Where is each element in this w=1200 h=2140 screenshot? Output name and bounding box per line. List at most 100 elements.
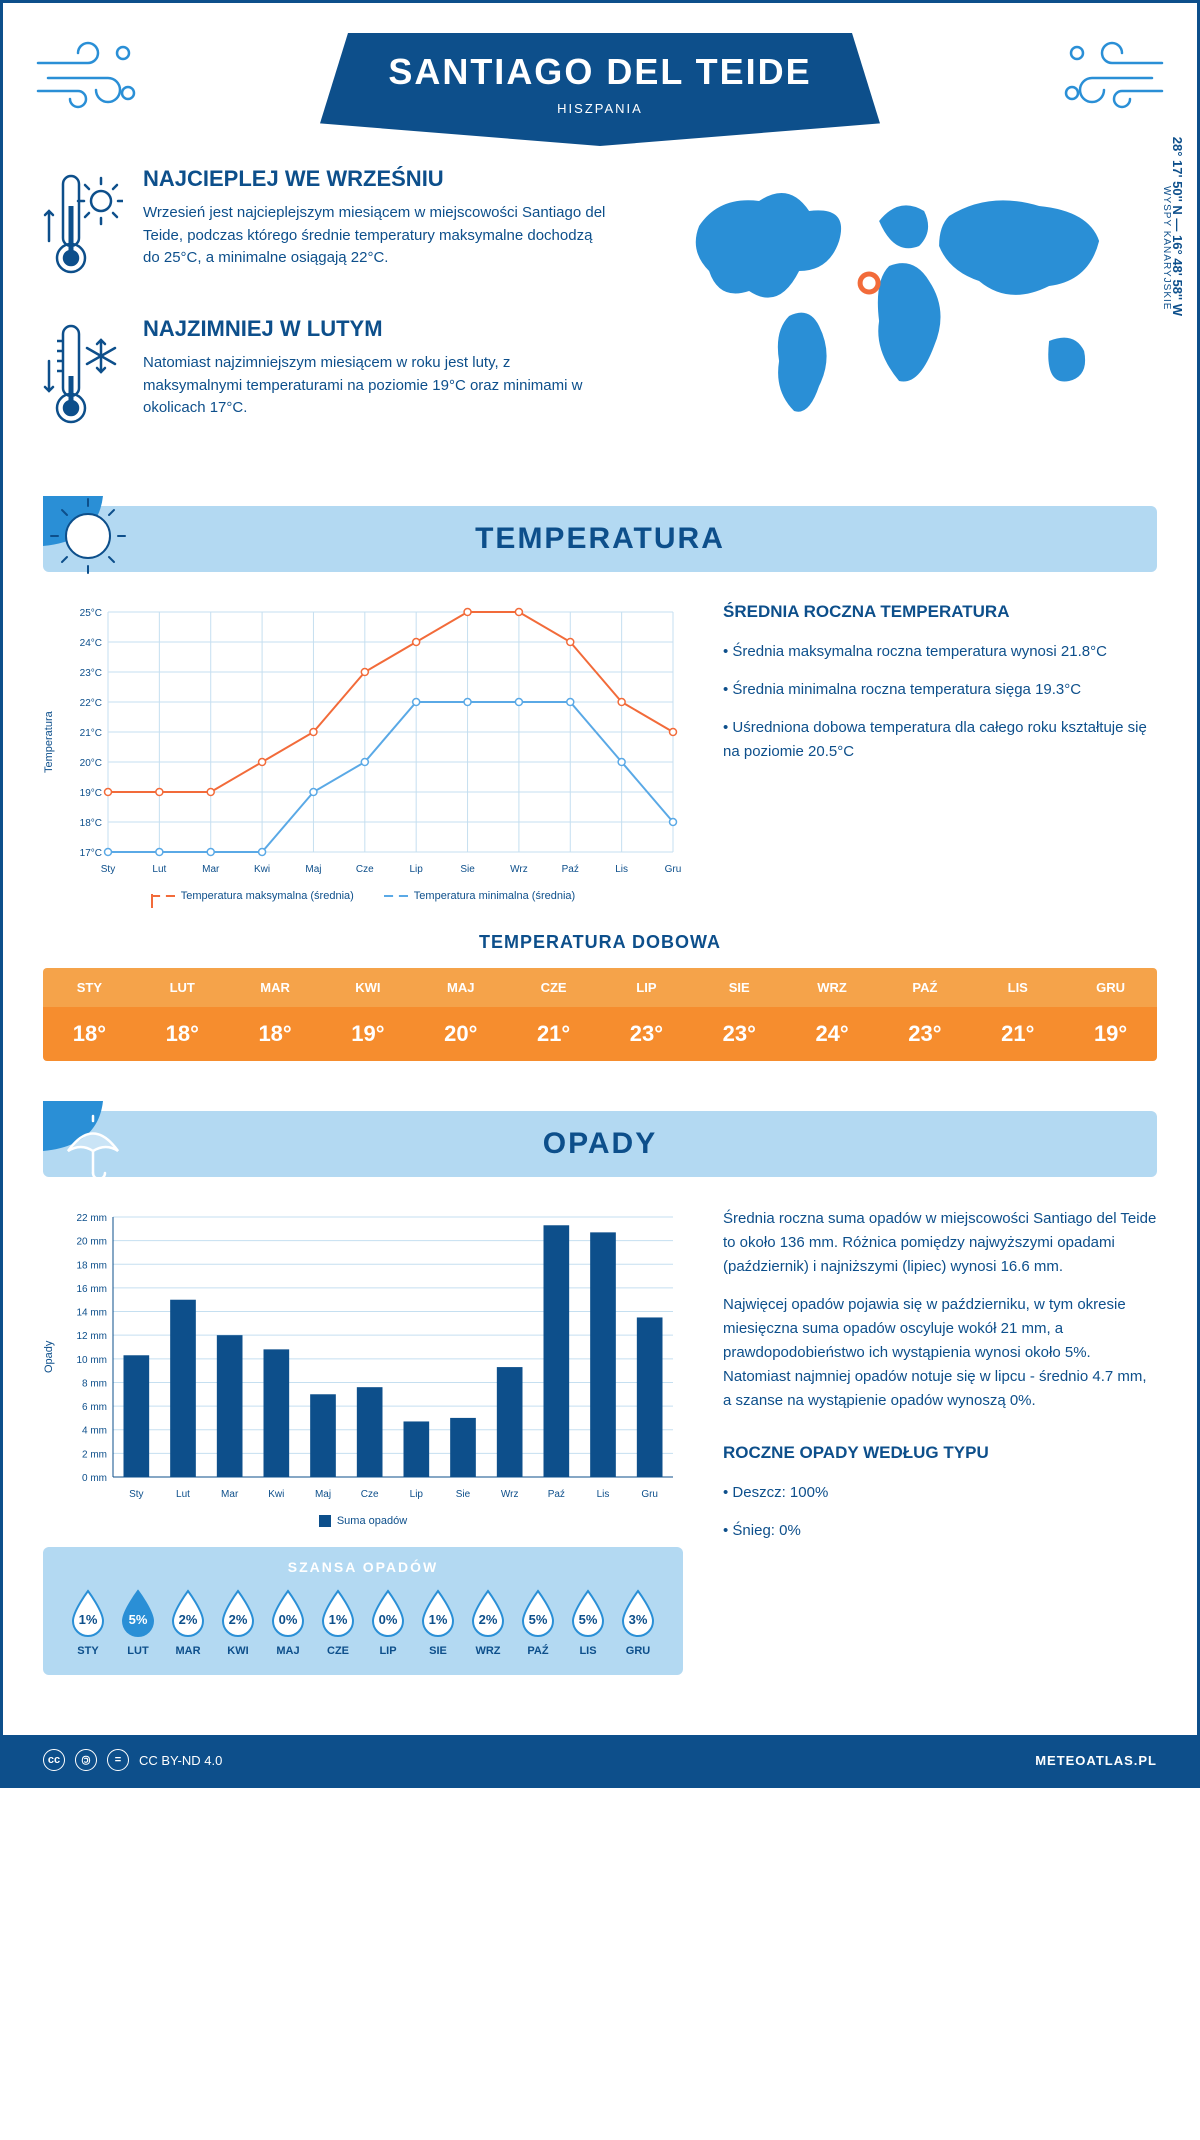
- coldest-fact: NAJZIMNIEJ W LUTYM Natomiast najzimniejs…: [43, 316, 611, 436]
- svg-text:Sie: Sie: [456, 1489, 471, 1500]
- table-header: WRZ: [786, 968, 879, 1007]
- svg-text:Gru: Gru: [641, 1489, 658, 1500]
- svg-text:Paź: Paź: [562, 864, 579, 875]
- temperature-title: TEMPERATURA: [475, 522, 725, 555]
- svg-text:21°C: 21°C: [80, 728, 102, 739]
- wind-icon-left: [33, 33, 153, 113]
- table-header: STY: [43, 968, 136, 1007]
- drop-icon: 5%: [117, 1587, 159, 1639]
- table-cell: 21°: [507, 1007, 600, 1061]
- table-header: CZE: [507, 968, 600, 1007]
- precip-para2: Najwięcej opadów pojawia się w październ…: [723, 1293, 1157, 1413]
- svg-text:Sty: Sty: [129, 1489, 143, 1500]
- precip-type-title: ROCZNE OPADY WEDŁUG TYPU: [723, 1443, 1157, 1463]
- thermometer-hot-icon: [43, 166, 123, 286]
- svg-text:22°C: 22°C: [80, 698, 102, 709]
- license-text: CC BY-ND 4.0: [139, 1753, 222, 1768]
- temperature-line-chart: 17°C18°C19°C20°C21°C22°C23°C24°C25°CStyL…: [63, 602, 683, 882]
- svg-text:8 mm: 8 mm: [82, 1378, 107, 1389]
- precip-title: OPADY: [543, 1127, 657, 1160]
- svg-text:0 mm: 0 mm: [82, 1473, 107, 1484]
- table-header: PAŹ: [879, 968, 972, 1007]
- temp-bullet2: • Średnia minimalna roczna temperatura s…: [723, 678, 1157, 702]
- intro-section: NAJCIEPLEJ WE WRZEŚNIU Wrzesień jest naj…: [43, 166, 1157, 466]
- svg-text:Paź: Paź: [548, 1489, 565, 1500]
- svg-text:2%: 2%: [229, 1612, 248, 1627]
- svg-text:Lis: Lis: [615, 864, 628, 875]
- chance-drop: 3% GRU: [613, 1587, 663, 1657]
- table-header: LIS: [971, 968, 1064, 1007]
- drop-icon: 2%: [467, 1587, 509, 1639]
- temperature-chart: Temperatura 17°C18°C19°C20°C21°C22°C23°C…: [43, 602, 683, 902]
- precip-rain: • Deszcz: 100%: [723, 1481, 1157, 1505]
- chance-drops: 1% STY 5% LUT 2% MAR 2% KWI 0%: [63, 1587, 663, 1657]
- chance-drop: 2% KWI: [213, 1587, 263, 1657]
- svg-text:5%: 5%: [529, 1612, 548, 1627]
- table-header: MAJ: [414, 968, 507, 1007]
- drop-icon: 5%: [567, 1587, 609, 1639]
- svg-text:Wrz: Wrz: [510, 864, 528, 875]
- svg-text:Sty: Sty: [101, 864, 115, 875]
- svg-text:2%: 2%: [479, 1612, 498, 1627]
- table-cell: 18°: [136, 1007, 229, 1061]
- table-cell: 23°: [600, 1007, 693, 1061]
- chance-drop: 2% WRZ: [463, 1587, 513, 1657]
- drop-icon: 0%: [367, 1587, 409, 1639]
- table-cell: 23°: [879, 1007, 972, 1061]
- city-title: SANTIAGO DEL TEIDE: [380, 51, 820, 93]
- chance-drop: 1% STY: [63, 1587, 113, 1657]
- table-header: GRU: [1064, 968, 1157, 1007]
- svg-text:20°C: 20°C: [80, 758, 102, 769]
- svg-text:16 mm: 16 mm: [76, 1284, 107, 1295]
- drop-icon: 2%: [217, 1587, 259, 1639]
- svg-text:12 mm: 12 mm: [76, 1331, 107, 1342]
- svg-text:0%: 0%: [379, 1612, 398, 1627]
- precipitation-header: OPADY: [43, 1111, 1157, 1177]
- svg-text:4 mm: 4 mm: [82, 1426, 107, 1437]
- table-cell: 23°: [693, 1007, 786, 1061]
- coordinates: 28° 17' 50'' N — 16° 48' 58'' W: [1170, 137, 1185, 316]
- svg-text:Mar: Mar: [202, 864, 220, 875]
- cc-icon: cc: [43, 1749, 65, 1771]
- svg-text:1%: 1%: [329, 1612, 348, 1627]
- warmest-text: Wrzesień jest najcieplejszym miesiącem w…: [143, 202, 611, 270]
- chance-drop: 5% LIS: [563, 1587, 613, 1657]
- svg-text:18°C: 18°C: [80, 818, 102, 829]
- svg-text:Lis: Lis: [597, 1489, 610, 1500]
- svg-text:Cze: Cze: [361, 1489, 379, 1500]
- svg-text:Maj: Maj: [315, 1489, 331, 1500]
- legend-max: Temperatura maksymalna (średnia): [181, 890, 354, 902]
- warmest-fact: NAJCIEPLEJ WE WRZEŚNIU Wrzesień jest naj…: [43, 166, 611, 286]
- daily-temp-title: TEMPERATURA DOBOWA: [43, 932, 1157, 953]
- table-header: LUT: [136, 968, 229, 1007]
- precipitation-bar-chart: 0 mm2 mm4 mm6 mm8 mm10 mm12 mm14 mm16 mm…: [63, 1207, 683, 1507]
- table-cell: 20°: [414, 1007, 507, 1061]
- table-header: MAR: [229, 968, 322, 1007]
- map-marker: [860, 274, 878, 292]
- svg-text:Lut: Lut: [176, 1489, 190, 1500]
- drop-icon: 5%: [517, 1587, 559, 1639]
- legend-sum: Suma opadów: [337, 1515, 407, 1527]
- svg-text:Lut: Lut: [152, 864, 166, 875]
- chance-title: SZANSA OPADÓW: [63, 1559, 663, 1575]
- svg-text:3%: 3%: [629, 1612, 648, 1627]
- chance-drop: 1% SIE: [413, 1587, 463, 1657]
- svg-text:Kwi: Kwi: [268, 1489, 284, 1500]
- precip-para1: Średnia roczna suma opadów w miejscowośc…: [723, 1207, 1157, 1279]
- precip-chance-panel: SZANSA OPADÓW 1% STY 5% LUT 2% MAR 2%: [43, 1547, 683, 1675]
- svg-text:Sie: Sie: [460, 864, 475, 875]
- svg-text:Lip: Lip: [410, 864, 424, 875]
- umbrella-icon: [43, 1101, 143, 1191]
- temp-summary-title: ŚREDNIA ROCZNA TEMPERATURA: [723, 602, 1157, 622]
- world-map-icon: [641, 166, 1157, 426]
- chance-drop: 5% LUT: [113, 1587, 163, 1657]
- chance-drop: 0% MAJ: [263, 1587, 313, 1657]
- country-subtitle: HISZPANIA: [380, 101, 820, 116]
- temperature-header: TEMPERATURA: [43, 506, 1157, 572]
- svg-text:23°C: 23°C: [80, 668, 102, 679]
- table-header: SIE: [693, 968, 786, 1007]
- precipitation-summary: Średnia roczna suma opadów w miejscowośc…: [723, 1207, 1157, 1675]
- title-banner: SANTIAGO DEL TEIDE HISZPANIA: [320, 33, 880, 146]
- chance-drop: 0% LIP: [363, 1587, 413, 1657]
- svg-text:6 mm: 6 mm: [82, 1402, 107, 1413]
